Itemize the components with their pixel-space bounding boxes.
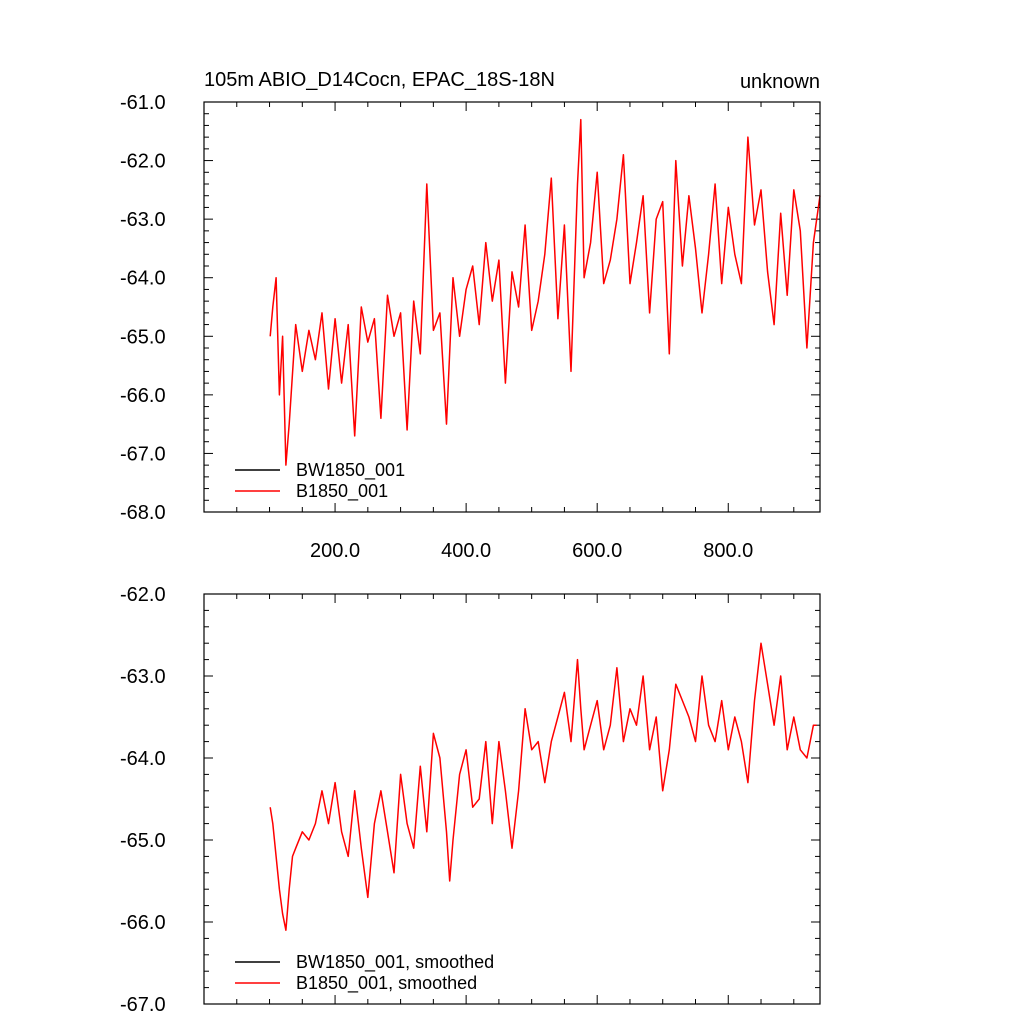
top-legend-label-b1850: B1850_001 [296, 481, 388, 502]
top-series-line-b1850-001 [269, 118, 821, 466]
bottom-y-tick-label: -64.0 [120, 748, 166, 770]
top-y-tick-label: -67.0 [120, 443, 166, 465]
top-axis-ticks [204, 101, 820, 513]
bottom-y-tick-label: -63.0 [120, 666, 166, 688]
bottom-y-tick-label: -62.0 [120, 584, 166, 606]
bottom-legend-label-bw1850: BW1850_001, smoothed [296, 952, 494, 973]
top-panel: 105m ABIO_D14Cocn, EPAC_18S-18N unknown … [120, 69, 821, 562]
top-y-tick-label: -61.0 [120, 92, 166, 114]
bottom-legend-label-b1850: B1850_001, smoothed [296, 973, 477, 994]
bottom-panel: -62.0 -63.0 -64.0 -65.0 -66.0 -67.0 BW18… [120, 584, 821, 1016]
top-y-tick-labels: -61.0 -62.0 -63.0 -64.0 -65.0 -66.0 -67.… [120, 92, 166, 524]
top-x-tick-label: 600.0 [572, 540, 622, 562]
top-x-tick-label: 400.0 [441, 540, 491, 562]
top-plot-frame [203, 101, 821, 513]
bottom-series-group [269, 642, 817, 931]
bottom-y-tick-label: -66.0 [120, 912, 166, 934]
bottom-plot-frame [203, 593, 821, 1005]
top-y-tick-label: -63.0 [120, 209, 166, 231]
top-y-tick-label: -68.0 [120, 502, 166, 524]
bottom-series-line-b1850-001-smoothed [269, 642, 817, 931]
top-x-tick-label: 200.0 [310, 540, 360, 562]
top-x-tick-labels: 200.0 400.0 600.0 800.0 [310, 540, 753, 562]
bottom-y-tick-label: -65.0 [120, 830, 166, 852]
bottom-y-tick-label: -67.0 [120, 994, 166, 1016]
top-x-tick-label: 800.0 [703, 540, 753, 562]
top-series-group [269, 118, 821, 466]
bottom-legend: BW1850_001, smoothed B1850_001, smoothed [235, 952, 494, 994]
top-y-tick-label: -62.0 [120, 151, 166, 173]
bottom-y-tick-labels: -62.0 -63.0 -64.0 -65.0 -66.0 -67.0 [120, 584, 166, 1016]
top-y-tick-label: -64.0 [120, 268, 166, 290]
top-panel-subtitle: unknown [740, 71, 820, 93]
top-panel-title: 105m ABIO_D14Cocn, EPAC_18S-18N [204, 69, 555, 91]
top-y-tick-label: -66.0 [120, 385, 166, 407]
top-legend-label-bw1850: BW1850_001 [296, 460, 405, 481]
top-legend: BW1850_001 B1850_001 [235, 460, 405, 502]
top-y-tick-label: -65.0 [120, 326, 166, 348]
